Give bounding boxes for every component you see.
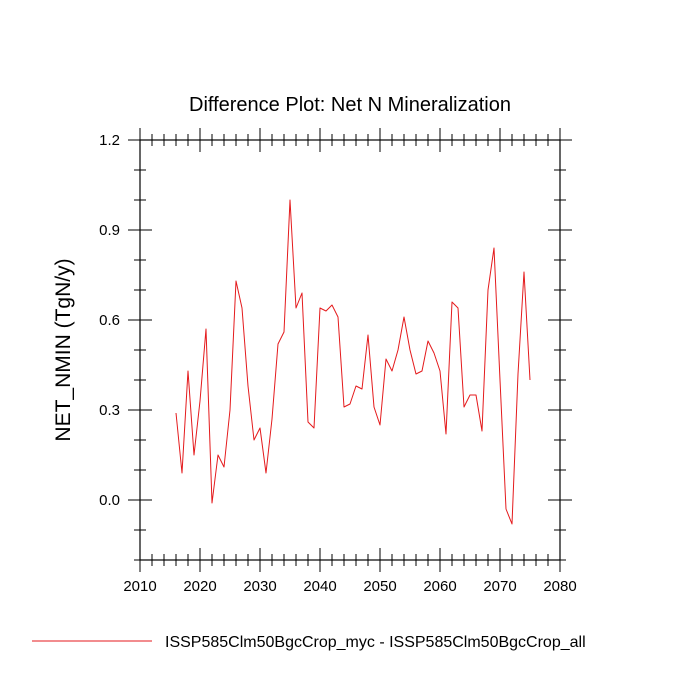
x-tick-label: 2060 <box>423 578 456 595</box>
x-tick-label: 2040 <box>303 578 336 595</box>
x-tick-label: 2010 <box>123 578 156 595</box>
plot-frame <box>139 139 561 561</box>
chart-title: Difference Plot: Net N Mineralization <box>189 94 511 116</box>
legend-label: ISSP585Clm50BgcCrop_myc - ISSP585Clm50Bg… <box>165 634 586 651</box>
x-tick-label: 2070 <box>483 578 516 595</box>
x-tick-label: 2050 <box>363 578 396 595</box>
legend: ISSP585Clm50BgcCrop_myc - ISSP585Clm50Bg… <box>32 634 586 651</box>
y-axis-label: NET_NMIN (TgN/y) <box>52 258 75 441</box>
x-tick-label: 2030 <box>243 578 276 595</box>
x-tick-label: 2020 <box>183 578 216 595</box>
x-tick-label: 2080 <box>543 578 576 595</box>
series-line <box>175 199 531 525</box>
y-tick-label: 0.3 <box>99 402 120 419</box>
y-tick-label: 0.6 <box>99 312 120 329</box>
y-tick-label: 0.9 <box>99 222 120 239</box>
axis-ticks <box>128 128 572 572</box>
y-tick-label: 0.0 <box>99 492 120 509</box>
tick-labels: 2010 2020 2030 2040 2050 2060 2070 2080 0.0 0.3 0.… <box>99 132 577 595</box>
y-tick-label: 1.2 <box>99 132 120 149</box>
